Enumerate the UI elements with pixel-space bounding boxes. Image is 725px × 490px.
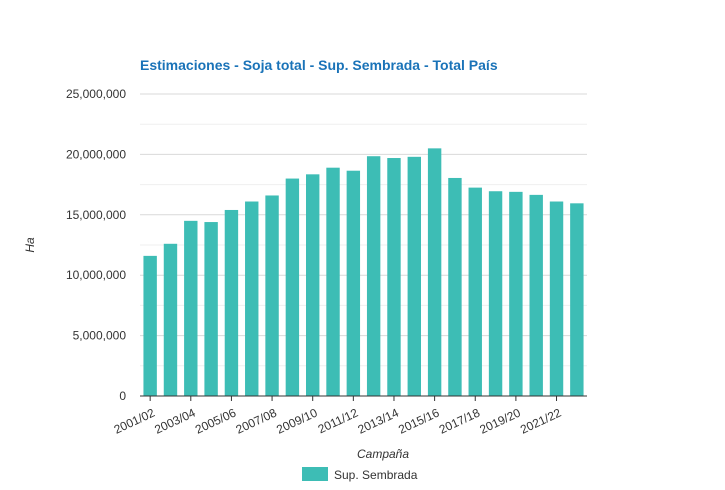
bar[interactable] <box>529 194 543 396</box>
bar[interactable] <box>224 209 239 396</box>
chart-title: Estimaciones - Soja total - Sup. Sembrad… <box>140 57 498 73</box>
legend[interactable]: Sup. Sembrada <box>302 467 418 482</box>
bar[interactable] <box>163 243 178 396</box>
x-tick-label: 2015/16 <box>396 406 442 437</box>
bar[interactable] <box>265 195 279 396</box>
bar[interactable] <box>346 170 361 396</box>
x-tick-label: 2011/12 <box>316 406 361 437</box>
x-tick-label: 2009/10 <box>274 406 320 437</box>
bar[interactable] <box>509 191 523 396</box>
bar[interactable] <box>184 220 198 396</box>
x-axis-ticks: 2001/022003/042005/062007/082009/102011/… <box>112 396 564 437</box>
y-tick-label: 25,000,000 <box>66 87 126 101</box>
bar[interactable] <box>285 178 300 396</box>
bar[interactable] <box>387 158 401 396</box>
x-tick-label: 2019/20 <box>477 406 523 437</box>
bar[interactable] <box>366 156 381 396</box>
bar[interactable] <box>468 187 482 396</box>
legend-swatch <box>302 467 328 481</box>
x-tick-label: 2017/18 <box>437 406 483 437</box>
bar[interactable] <box>488 191 503 396</box>
legend-label: Sup. Sembrada <box>334 468 418 482</box>
x-tick-label: 2005/06 <box>193 406 239 437</box>
bar[interactable] <box>407 156 421 396</box>
y-axis-label: Ha <box>23 237 37 253</box>
bar[interactable] <box>143 255 157 396</box>
x-tick-label: 2003/04 <box>152 406 198 437</box>
bars <box>143 148 584 396</box>
bar[interactable] <box>306 174 320 396</box>
bar[interactable] <box>448 177 462 396</box>
x-tick-label: 2021/22 <box>518 406 564 437</box>
y-tick-label: 20,000,000 <box>66 147 126 161</box>
bar[interactable] <box>427 148 442 396</box>
x-axis-label: Campaña <box>357 447 409 461</box>
bar[interactable] <box>549 201 564 396</box>
y-tick-label: 5,000,000 <box>73 329 127 343</box>
bar[interactable] <box>204 222 218 396</box>
x-tick-label: 2013/14 <box>356 406 402 437</box>
y-tick-label: 15,000,000 <box>66 208 126 222</box>
x-tick-label: 2007/08 <box>234 406 280 437</box>
y-axis-ticks: 0 5,000,000 10,000,000 15,000,000 20,000,000… <box>66 87 126 403</box>
y-tick-label: 0 <box>119 389 126 403</box>
y-tick-label: 10,000,000 <box>66 268 126 282</box>
bar[interactable] <box>245 201 259 396</box>
bar[interactable] <box>326 167 340 396</box>
bar[interactable] <box>570 203 584 396</box>
x-tick-label: 2001/02 <box>112 406 158 437</box>
